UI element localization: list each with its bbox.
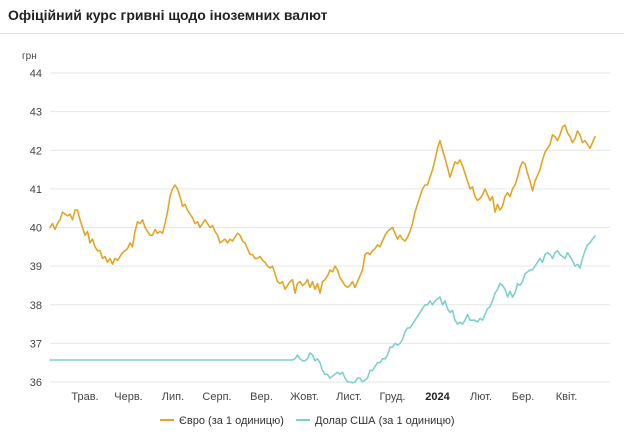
y-axis-unit-label: грн xyxy=(22,51,37,62)
x-tick-label: Лип. xyxy=(162,391,184,403)
y-tick-label: 43 xyxy=(30,107,42,119)
y-tick-label: 40 xyxy=(30,223,42,235)
x-tick-label: 2024 xyxy=(425,391,450,403)
chart-title: Офіційний курс гривні щодо іноземних вал… xyxy=(8,7,328,23)
x-tick-label: Груд. xyxy=(380,391,406,403)
y-tick-label: 38 xyxy=(30,300,42,312)
x-tick-label: Черв. xyxy=(114,391,142,403)
y-axis-ticks: 36 37 38 39 40 41 42 43 44 xyxy=(30,68,42,389)
y-tick-label: 42 xyxy=(30,145,42,157)
legend-item-label[interactable]: Євро (за 1 одиницю) xyxy=(179,415,284,427)
series-lines xyxy=(49,124,596,384)
y-tick-label: 41 xyxy=(30,184,42,196)
x-tick-label: Лют. xyxy=(470,391,492,403)
x-tick-label: Бер. xyxy=(512,391,535,403)
x-tick-label: Вер. xyxy=(250,391,273,403)
x-tick-label: Квіт. xyxy=(556,391,578,403)
y-tick-label: 36 xyxy=(30,377,42,389)
y-tick-label: 44 xyxy=(30,68,42,80)
legend-item-label[interactable]: Долар США (за 1 одиницю) xyxy=(315,415,455,427)
title-divider xyxy=(0,33,624,34)
x-tick-label: Жовт. xyxy=(290,391,319,403)
x-tick-label: Лист. xyxy=(336,391,362,403)
series-line-1 xyxy=(49,235,596,384)
y-tick-label: 39 xyxy=(30,261,42,273)
y-tick-label: 37 xyxy=(30,338,42,350)
legend: Євро (за 1 одиницю) Долар США (за 1 одини… xyxy=(160,415,455,427)
x-tick-label: Трав. xyxy=(71,391,98,403)
series-line-0 xyxy=(49,124,596,294)
grid-lines xyxy=(50,72,610,383)
x-axis-ticks: Трав. Черв. Лип. Серп. Вер. Жовт. Лист. Груд. 20… xyxy=(71,391,577,403)
x-tick-label: Серп. xyxy=(202,391,231,403)
